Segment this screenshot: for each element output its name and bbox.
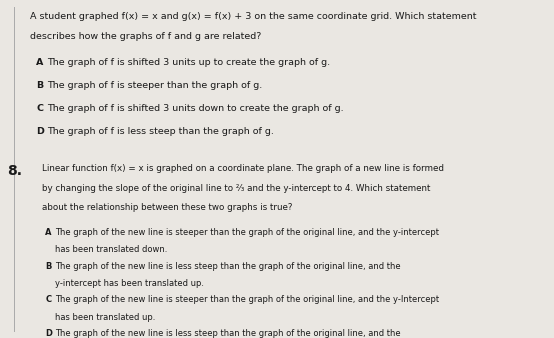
Text: The graph of the new line is steeper than the graph of the original line, and th: The graph of the new line is steeper tha…	[55, 228, 439, 237]
Text: B: B	[45, 262, 52, 271]
Text: y-intercept has been translated up.: y-intercept has been translated up.	[55, 279, 204, 288]
Text: describes how the graphs of f and g are related?: describes how the graphs of f and g are …	[30, 32, 262, 41]
Text: The graph of f is steeper than the graph of g.: The graph of f is steeper than the graph…	[47, 81, 263, 91]
Text: The graph of the new line is steeper than the graph of the original line, and th: The graph of the new line is steeper tha…	[55, 295, 439, 305]
Text: has been translated up.: has been translated up.	[55, 313, 156, 322]
Text: about the relationship between these two graphs is true?: about the relationship between these two…	[42, 203, 292, 212]
Text: Linear function f(x) = x is graphed on a coordinate plane. The graph of a new li: Linear function f(x) = x is graphed on a…	[42, 164, 444, 173]
Text: A student graphed f(x) = x and g(x) = f(x) + 3 on the same coordinate grid. Whic: A student graphed f(x) = x and g(x) = f(…	[30, 12, 477, 21]
Text: The graph of the new line is less steep than the graph of the original line, and: The graph of the new line is less steep …	[55, 329, 401, 338]
Text: The graph of f is less steep than the graph of g.: The graph of f is less steep than the gr…	[47, 127, 274, 137]
Text: The graph of f is shifted 3 units down to create the graph of g.: The graph of f is shifted 3 units down t…	[47, 104, 343, 114]
Text: D: D	[45, 329, 53, 338]
Text: The graph of f is shifted 3 units up to create the graph of g.: The graph of f is shifted 3 units up to …	[47, 58, 330, 68]
Text: C: C	[36, 104, 43, 114]
Text: A: A	[36, 58, 43, 68]
Text: D: D	[36, 127, 44, 137]
Text: A: A	[45, 228, 52, 237]
Text: has been translated down.: has been translated down.	[55, 245, 168, 255]
Text: The graph of the new line is less steep than the graph of the original line, and: The graph of the new line is less steep …	[55, 262, 401, 271]
Text: C: C	[45, 295, 52, 305]
Text: by changing the slope of the original line to ²⁄₃ and the y-intercept to 4. Whic: by changing the slope of the original li…	[42, 184, 430, 193]
Text: 8.: 8.	[7, 164, 22, 178]
Text: B: B	[36, 81, 43, 91]
